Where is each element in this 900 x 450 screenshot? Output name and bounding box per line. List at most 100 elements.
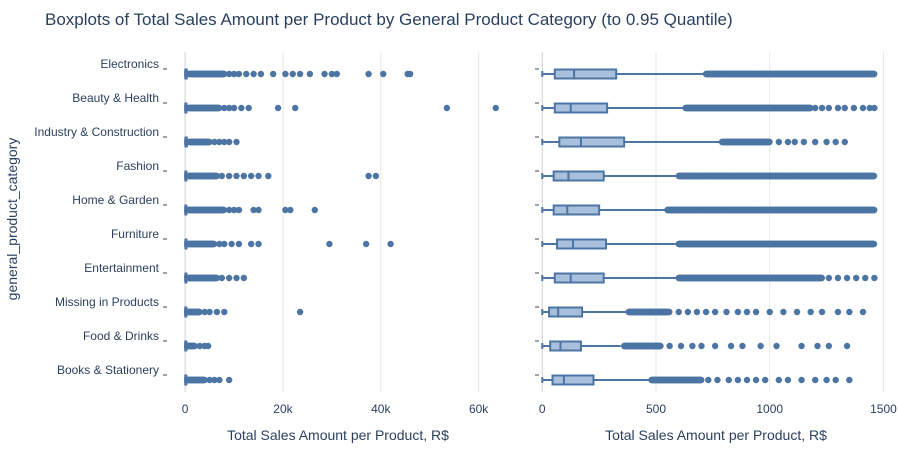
outlier-point (213, 308, 221, 316)
outlier-point (825, 274, 833, 282)
outlier-point (216, 240, 223, 248)
outlier-point (235, 70, 243, 78)
outlier-point (832, 138, 839, 146)
outlier-point (784, 376, 792, 384)
outlier-point (196, 308, 203, 316)
outlier-point (201, 308, 208, 316)
category-label: Entertainment (84, 261, 159, 275)
outlier-point (870, 240, 878, 248)
outlier-point (684, 308, 692, 316)
outlier-point (812, 104, 819, 112)
box-iqr (553, 102, 609, 114)
outlier-point (243, 70, 250, 78)
left-x-tick-label: 60k (469, 402, 489, 416)
category-label: Electronics (100, 57, 159, 71)
outlier-point (743, 308, 751, 316)
left-x-axis-title: Total Sales Amount per Product, R$ (227, 427, 449, 443)
left-panel: 0 20k 40k 60k Electronics Beauty & Health Indu… (34, 52, 499, 416)
outlier-point (739, 342, 746, 350)
outlier-point (387, 240, 394, 248)
outlier-point (689, 342, 696, 350)
outlier-point (365, 172, 372, 180)
outlier-point (846, 308, 853, 316)
outlier-point (255, 172, 262, 180)
outlier-point (250, 70, 257, 78)
outlier-point (677, 342, 685, 350)
outlier-point (213, 274, 220, 282)
category-label: Food & Drinks (83, 329, 159, 343)
outlier-point (289, 70, 296, 78)
chart-title: Boxplots of Total Sales Amount per Produ… (45, 10, 733, 29)
outlier-point (734, 308, 742, 316)
outlier-point (220, 206, 228, 214)
outlier-point (766, 138, 773, 146)
outlier-point (220, 70, 228, 78)
outlier-point (233, 138, 240, 146)
outlier-point (213, 172, 220, 180)
outlier-point (780, 308, 787, 316)
outlier-point (766, 308, 773, 316)
outlier-point (859, 308, 867, 316)
outlier-point (240, 274, 248, 282)
outlier-point (698, 376, 705, 384)
outlier-point (852, 274, 860, 282)
outlier-point (834, 308, 842, 316)
outlier-point (698, 342, 705, 350)
outlier-point (291, 104, 299, 112)
outlier-point (240, 172, 248, 180)
right-panel: 0 500 1000 1500 (535, 52, 897, 416)
outlier-point (406, 70, 414, 78)
outlier-point (793, 308, 801, 316)
outlier-point (834, 104, 842, 112)
outlier-point (296, 308, 304, 316)
outlier-point (306, 70, 314, 78)
left-x-tick-label: 40k (371, 402, 391, 416)
category-label: Fashion (116, 159, 159, 173)
outlier-point (812, 138, 819, 146)
outlier-point (218, 274, 226, 282)
box-iqr (558, 136, 626, 148)
outlier-point (834, 274, 842, 282)
outlier-point (807, 308, 814, 316)
outlier-point (734, 376, 742, 384)
outlier-point (800, 138, 808, 146)
left-x-tick-label: 20k (273, 402, 293, 416)
outlier-point (714, 376, 721, 384)
outlier-point (825, 104, 833, 112)
outlier-point (727, 342, 735, 350)
outlier-point (818, 308, 826, 316)
outlier-point (807, 104, 814, 112)
right-x-tick-label: 500 (646, 402, 666, 416)
outlier-point (218, 172, 226, 180)
outlier-point (859, 104, 867, 112)
outlier-point (296, 70, 304, 78)
outlier-point (225, 70, 233, 78)
outlier-point (798, 376, 805, 384)
box-iqr (552, 170, 605, 182)
outlier-point (250, 206, 257, 214)
outlier-point (225, 376, 233, 384)
outlier-point (871, 274, 878, 282)
outlier-point (245, 104, 252, 112)
box-iqr (553, 272, 605, 284)
outlier-point (233, 274, 240, 282)
outlier-point (666, 342, 673, 350)
outlier-point (812, 376, 819, 384)
outlier-point (255, 206, 262, 214)
outlier-point (362, 240, 370, 248)
outlier-point (761, 376, 769, 384)
outlier-point (871, 70, 878, 78)
y-axis-title: general_product_category (4, 138, 20, 301)
box-iqr (552, 204, 601, 216)
outlier-point (269, 70, 277, 78)
outlier-point (711, 308, 719, 316)
category-label: Beauty & Health (72, 91, 159, 105)
right-x-tick-label: 0 (539, 402, 546, 416)
outlier-point (225, 104, 233, 112)
outlier-point (282, 70, 289, 78)
outlier-point (871, 104, 878, 112)
outlier-point (850, 104, 858, 112)
outlier-point (235, 240, 243, 248)
outlier-point (443, 104, 451, 112)
outlier-point (257, 70, 265, 78)
